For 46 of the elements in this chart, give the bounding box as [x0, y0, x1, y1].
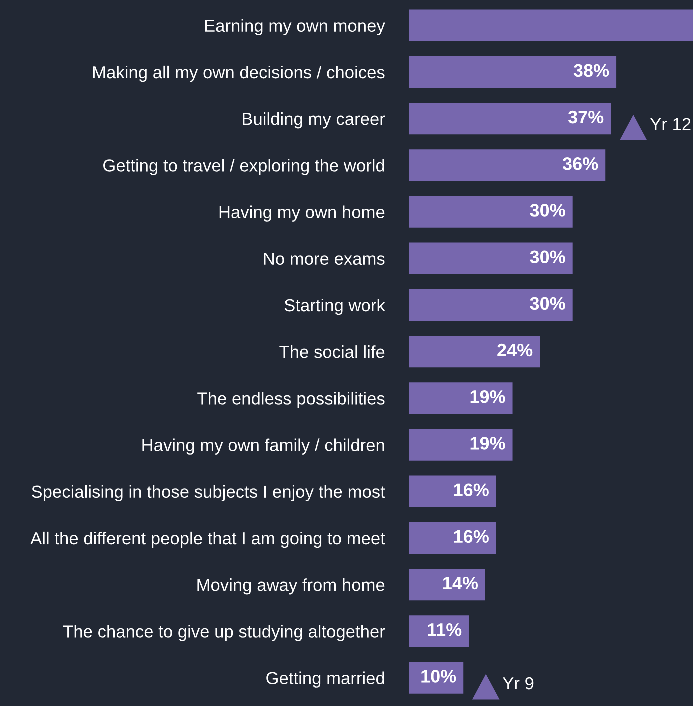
bar: [409, 429, 513, 461]
data-label: 16%: [454, 530, 489, 544]
data-label: 38%: [574, 64, 610, 78]
y-tick-label: Getting to travel / exploring the world: [104, 159, 384, 176]
y-tick-label: The chance to give up studying altogether: [63, 625, 386, 642]
bar: [409, 242, 573, 274]
bar: [409, 196, 573, 228]
data-label: 11%: [428, 624, 462, 636]
y-tick-label: Having my own family / children: [142, 438, 384, 455]
y-tick-label: The endless possibilities: [198, 392, 385, 408]
data-label: 30%: [530, 204, 566, 217]
data-label: 10%: [422, 670, 456, 683]
bar: [409, 336, 540, 368]
bar: [409, 522, 496, 554]
data-label: 16%: [454, 484, 489, 496]
annotation: Yr 12: [650, 118, 691, 130]
y-tick-label: No more exams: [264, 252, 385, 266]
y-tick-label: The social life: [280, 346, 385, 358]
bar: [409, 382, 513, 414]
y-tick-label: Moving away from home: [198, 578, 385, 595]
bar: [409, 102, 612, 135]
data-label: 30%: [530, 297, 566, 310]
data-label: 30%: [530, 250, 566, 264]
y-tick-label: Earning my own money: [205, 19, 386, 36]
data-label: 36%: [562, 157, 598, 170]
bar: [409, 568, 486, 601]
y-tick-label: Building my career: [243, 112, 386, 129]
data-label: 37%: [568, 110, 604, 124]
y-tick-label: Getting married: [266, 672, 384, 688]
annotation: Yr 9: [503, 677, 534, 690]
y-tick-label: Making all my own decisions / choices: [93, 66, 385, 82]
bar: [409, 289, 573, 322]
bar: [409, 10, 693, 42]
y-tick-label: Starting work: [284, 298, 386, 316]
data-label: 19%: [470, 390, 506, 404]
y-tick-label: Specialising in those subjects I enjoy the most: [32, 485, 386, 502]
y-tick-label: All the different people that I am going to meet: [30, 532, 386, 548]
data-label: 19%: [470, 437, 506, 450]
bar: [409, 56, 617, 88]
y-tick-label: Having my own home: [220, 206, 385, 222]
bar: [409, 662, 464, 694]
bar: [409, 616, 470, 648]
bar: [409, 476, 496, 508]
data-label: 24%: [498, 344, 533, 357]
bar: [409, 150, 606, 182]
data-label: 14%: [444, 576, 478, 590]
